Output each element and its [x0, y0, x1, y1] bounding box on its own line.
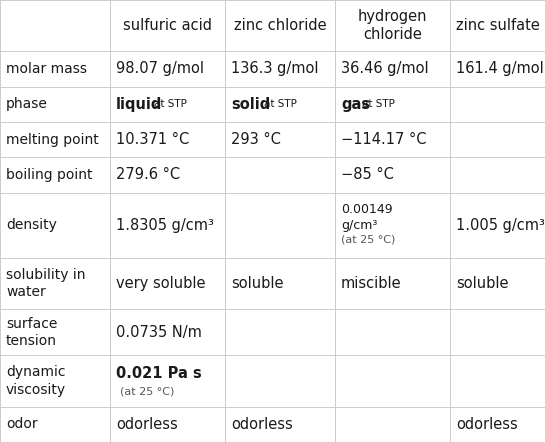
Text: (at 25 °C): (at 25 °C) — [341, 234, 395, 244]
Text: dynamic
viscosity: dynamic viscosity — [6, 366, 66, 397]
Text: at STP: at STP — [263, 99, 296, 109]
Text: liquid: liquid — [116, 97, 162, 112]
Text: −114.17 °C: −114.17 °C — [341, 132, 427, 147]
Text: (at 25 °C): (at 25 °C) — [120, 386, 174, 396]
Text: 136.3 g/mol: 136.3 g/mol — [231, 61, 318, 76]
Text: −85 °C: −85 °C — [341, 168, 394, 183]
Text: phase: phase — [6, 97, 48, 111]
Text: 161.4 g/mol: 161.4 g/mol — [456, 61, 544, 76]
Text: odorless: odorless — [456, 417, 518, 432]
Text: solubility in
water: solubility in water — [6, 268, 86, 299]
Text: zinc chloride: zinc chloride — [234, 18, 326, 33]
Text: 98.07 g/mol: 98.07 g/mol — [116, 61, 204, 76]
Text: boiling point: boiling point — [6, 168, 93, 182]
Text: 279.6 °C: 279.6 °C — [116, 168, 180, 183]
Text: at STP: at STP — [362, 99, 395, 109]
Text: solid: solid — [231, 97, 270, 112]
Text: 10.371 °C: 10.371 °C — [116, 132, 189, 147]
Text: odorless: odorless — [231, 417, 293, 432]
Text: 0.0735 N/m: 0.0735 N/m — [116, 325, 202, 340]
Text: very soluble: very soluble — [116, 276, 205, 291]
Text: molar mass: molar mass — [6, 62, 87, 76]
Text: odor: odor — [6, 417, 38, 431]
Text: density: density — [6, 218, 57, 232]
Text: gas: gas — [341, 97, 370, 112]
Text: hydrogen
chloride: hydrogen chloride — [358, 9, 427, 42]
Text: melting point: melting point — [6, 133, 99, 147]
Text: 0.00149
g/cm³: 0.00149 g/cm³ — [341, 203, 392, 232]
Text: 36.46 g/mol: 36.46 g/mol — [341, 61, 428, 76]
Text: 1.8305 g/cm³: 1.8305 g/cm³ — [116, 218, 214, 232]
Text: soluble: soluble — [456, 276, 508, 291]
Text: 0.021 Pa s: 0.021 Pa s — [116, 366, 202, 381]
Text: 293 °C: 293 °C — [231, 132, 281, 147]
Text: odorless: odorless — [116, 417, 178, 432]
Text: 1.005 g/cm³: 1.005 g/cm³ — [456, 218, 545, 232]
Text: sulfuric acid: sulfuric acid — [123, 18, 212, 33]
Text: soluble: soluble — [231, 276, 283, 291]
Text: zinc sulfate: zinc sulfate — [456, 18, 540, 33]
Text: at STP: at STP — [154, 99, 187, 109]
Text: miscible: miscible — [341, 276, 402, 291]
Text: surface
tension: surface tension — [6, 316, 57, 348]
